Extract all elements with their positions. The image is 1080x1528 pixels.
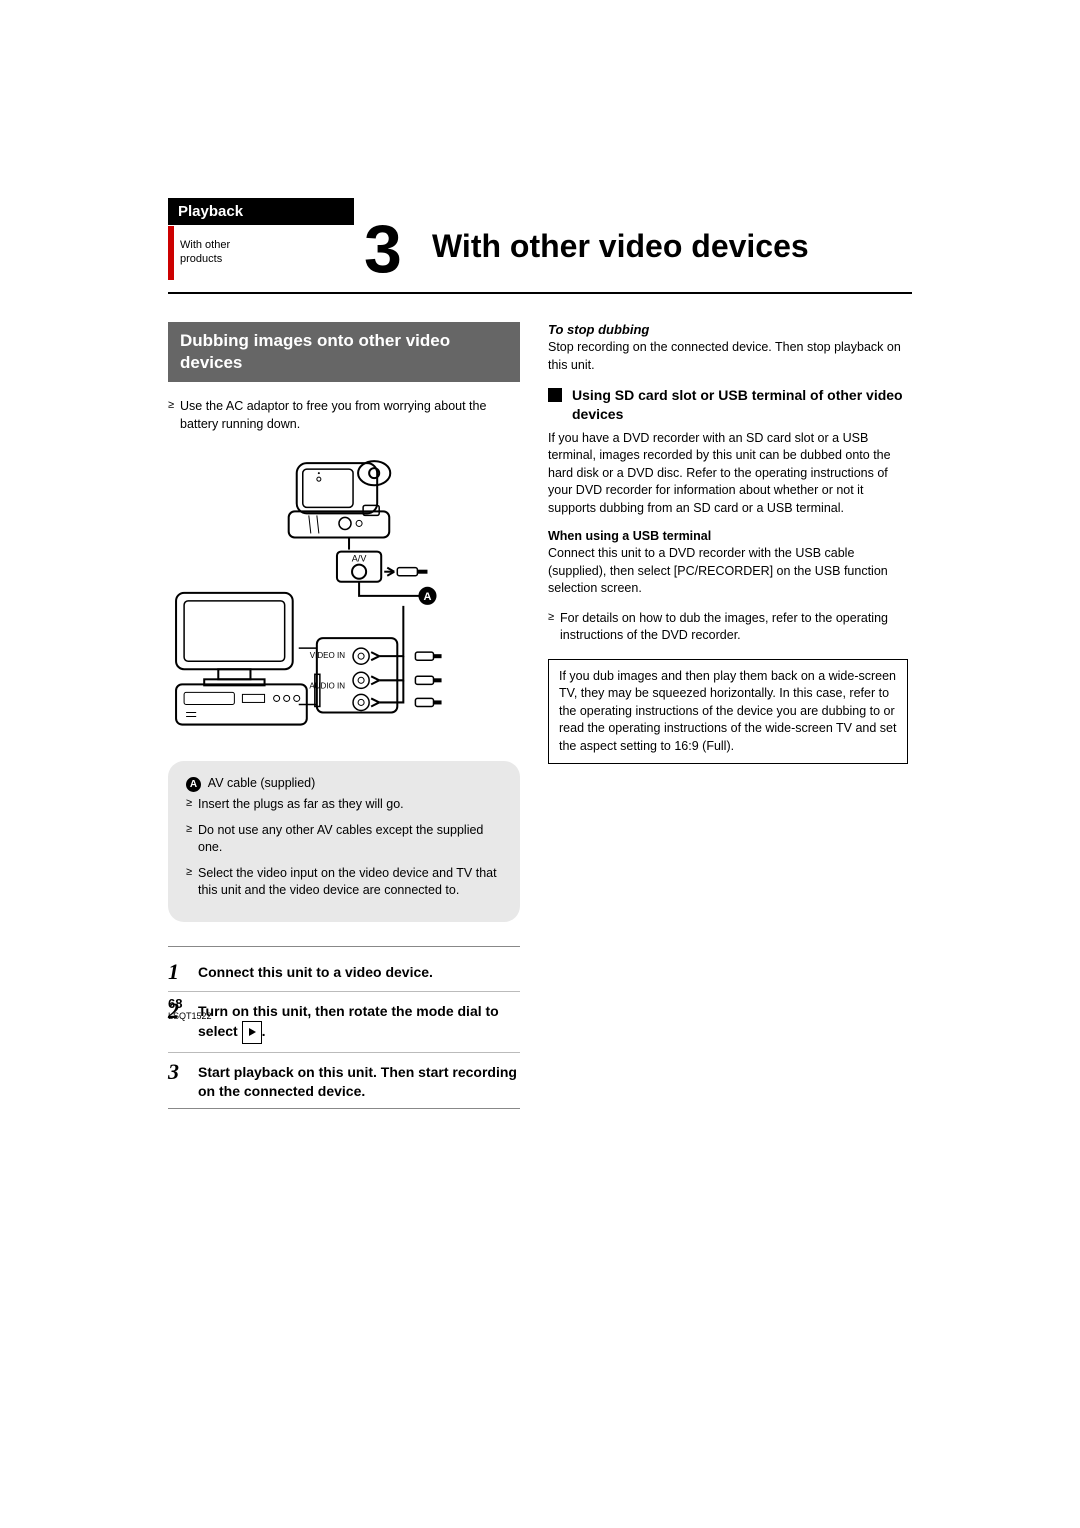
info-bullet: Insert the plugs as far as they will go. xyxy=(186,796,502,814)
info-box-list: Insert the plugs as far as they will go.… xyxy=(186,796,502,900)
video-in-label: VIDEO IN xyxy=(310,651,345,660)
info-bullet: Select the video input on the video devi… xyxy=(186,865,502,900)
page-number: 68 xyxy=(168,996,212,1011)
square-bullet-icon xyxy=(548,388,562,402)
category-label: Playback xyxy=(168,198,354,225)
page-footer: 68 LSQT1522 xyxy=(168,996,212,1021)
steps-list: 1 Connect this unit to a video device. 2… xyxy=(168,946,520,1110)
stop-dubbing-heading: To stop dubbing xyxy=(548,322,908,337)
sd-usb-heading: Using SD card slot or USB terminal of ot… xyxy=(548,386,908,424)
content-columns: Dubbing images onto other video devices … xyxy=(168,322,912,1109)
details-bullet-list: For details on how to dub the images, re… xyxy=(548,610,908,645)
step-number: 3 xyxy=(168,1061,186,1083)
cable-label-row: A AV cable (supplied) xyxy=(186,775,502,793)
info-bullet: Do not use any other AV cables except th… xyxy=(186,822,502,857)
document-id: LSQT1522 xyxy=(168,1011,212,1021)
step-row: 3 Start playback on this unit. Then star… xyxy=(168,1053,520,1110)
section-title-bar: Dubbing images onto other video devices xyxy=(168,322,520,382)
main-title: With other video devices xyxy=(432,228,809,265)
page: Playback With other products 3 With othe… xyxy=(0,0,1080,1109)
intro-bullet-list: Use the AC adaptor to free you from worr… xyxy=(168,398,520,433)
info-box: A AV cable (supplied) Insert the plugs a… xyxy=(168,761,520,922)
play-icon xyxy=(242,1021,262,1044)
step-text: Connect this unit to a video device. xyxy=(198,961,433,982)
connection-diagram: A/V A xyxy=(168,447,520,749)
subtitle-line1: With other xyxy=(180,239,230,251)
right-column: To stop dubbing Stop recording on the co… xyxy=(548,322,908,1109)
usb-subheading: When using a USB terminal xyxy=(548,529,908,543)
stop-dubbing-text: Stop recording on the connected device. … xyxy=(548,339,908,374)
diagram-marker-a: A xyxy=(423,591,431,603)
step-row: 1 Connect this unit to a video device. xyxy=(168,953,520,992)
sd-usb-heading-text: Using SD card slot or USB terminal of ot… xyxy=(572,386,908,424)
subtitle: With other products xyxy=(180,238,230,267)
step-text: Turn on this unit, then rotate the mode … xyxy=(198,1000,520,1044)
sd-usb-paragraph: If you have a DVD recorder with an SD ca… xyxy=(548,430,908,518)
subtitle-line2: products xyxy=(180,253,222,265)
left-column: Dubbing images onto other video devices … xyxy=(168,322,520,1109)
step-number: 1 xyxy=(168,961,186,983)
intro-bullet: Use the AC adaptor to free you from worr… xyxy=(168,398,520,433)
red-accent-bar xyxy=(168,226,174,280)
boxed-note: If you dub images and then play them bac… xyxy=(548,659,908,765)
chapter-number: 3 xyxy=(364,210,402,288)
details-bullet: For details on how to dub the images, re… xyxy=(548,610,908,645)
step-row: 2 Turn on this unit, then rotate the mod… xyxy=(168,992,520,1053)
usb-text: Connect this unit to a DVD recorder with… xyxy=(548,545,908,598)
header: Playback With other products 3 With othe… xyxy=(168,198,912,294)
cable-supplied-text: AV cable (supplied) xyxy=(208,776,315,790)
av-label: A/V xyxy=(352,554,367,564)
step-text: Start playback on this unit. Then start … xyxy=(198,1061,520,1101)
marker-a-badge: A xyxy=(186,777,201,792)
